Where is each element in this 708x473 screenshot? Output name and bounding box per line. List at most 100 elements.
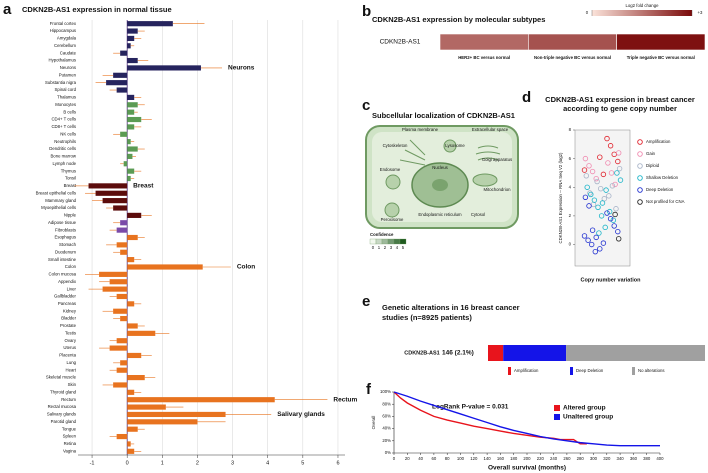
- confidence-label: 1: [378, 245, 381, 250]
- legend-label: Shallow Deletion: [646, 175, 679, 180]
- row-label: Breast epithelial cells: [36, 190, 76, 195]
- compartment-label: Cytosol: [471, 212, 485, 217]
- bar: [120, 360, 128, 366]
- point: [605, 160, 611, 166]
- compartment-label: Cytoskeleton: [383, 143, 408, 148]
- x-tick-label: 380: [643, 456, 651, 461]
- colorbar-tick-label: +3: [698, 10, 704, 15]
- x-tick-label: 240: [550, 456, 558, 461]
- row-label: Cerebellum: [54, 43, 76, 48]
- compartment-label: Endosome: [380, 167, 401, 172]
- point: [592, 248, 598, 255]
- bar: [127, 397, 275, 403]
- panel-letter: d: [522, 89, 531, 106]
- point: [582, 194, 589, 200]
- panel-title: Genetic alterations in 16 breast cancer: [382, 303, 520, 312]
- bar: [127, 264, 203, 270]
- y-tick-label: 0: [569, 242, 572, 247]
- legend-marker: [637, 187, 643, 193]
- colorbar-tick-label: 0: [586, 10, 589, 15]
- x-tick-label: 280: [577, 456, 585, 461]
- bar: [127, 419, 198, 425]
- bar: [102, 198, 128, 204]
- panel-letter: b: [362, 3, 371, 20]
- bar: [116, 242, 128, 248]
- compartment-label: Endoplasmic reticulum: [418, 212, 462, 217]
- row-label: Bone marrow: [50, 154, 76, 159]
- row-label: NK cells: [60, 131, 76, 136]
- row-label: Spinal cord: [55, 87, 77, 92]
- point: [589, 168, 596, 175]
- legend-label: Gain: [646, 151, 656, 156]
- point: [591, 197, 598, 203]
- row-label: Ovary: [65, 338, 77, 343]
- row-label: Liver: [67, 286, 77, 291]
- bar: [127, 411, 226, 418]
- row-label: Thalamus: [57, 95, 76, 100]
- row-label: Prostate: [60, 323, 77, 328]
- legend-marker: [637, 199, 643, 205]
- confidence-swatch: [381, 238, 389, 245]
- point: [606, 193, 612, 199]
- x-tick-label: 6: [336, 460, 339, 466]
- point: [584, 184, 590, 190]
- confidence-swatch: [375, 238, 383, 245]
- panel-letter: c: [362, 97, 370, 114]
- confidence-swatch: [399, 238, 407, 245]
- row-label: Myoepithelial cells: [41, 205, 76, 210]
- point: [609, 183, 616, 189]
- bar: [102, 286, 128, 292]
- bar: [113, 72, 128, 78]
- x-tick-label: 3: [231, 460, 234, 466]
- bar: [116, 293, 128, 300]
- legend-swatch: [570, 367, 573, 375]
- point: [613, 206, 619, 212]
- row-label: Monocytes: [55, 102, 76, 107]
- legend-marker: [637, 139, 643, 145]
- row-label: Placenta: [59, 353, 76, 358]
- point: [581, 167, 588, 173]
- row-label: Spleen: [63, 434, 77, 439]
- confidence-label: 4: [396, 245, 399, 250]
- annotation: LogRank P-value = 0.031: [432, 404, 509, 411]
- bar: [120, 316, 128, 322]
- bar: [116, 367, 128, 373]
- bar: [127, 28, 138, 34]
- x-tick-label: 20: [405, 456, 410, 461]
- x-axis-label: Overall survival (months): [488, 465, 566, 472]
- row-label: Duodenum: [55, 249, 76, 254]
- bar: [127, 375, 145, 381]
- x-tick-label: 0: [126, 460, 129, 466]
- y-tick-label: 80%: [382, 401, 391, 406]
- row-label: Adipose tissue: [48, 220, 77, 225]
- point: [615, 158, 621, 165]
- panel-letter: a: [3, 1, 12, 18]
- golgi: [475, 145, 501, 161]
- legend-label: Not profiled for CNA: [646, 199, 685, 204]
- bar: [127, 234, 138, 241]
- point: [587, 190, 593, 196]
- bar: [127, 448, 135, 454]
- x-tick-label: 80: [445, 456, 450, 461]
- bar: [127, 168, 135, 174]
- row-label: Testis: [65, 330, 76, 335]
- bar: [127, 404, 166, 410]
- point: [604, 135, 610, 142]
- row-label: CD4+ T cells: [51, 117, 76, 122]
- bar: [95, 190, 128, 196]
- point: [612, 181, 618, 188]
- row-label: Rectal mucosa: [48, 404, 77, 409]
- point: [586, 163, 592, 169]
- row-label: Lung: [66, 360, 76, 365]
- point: [585, 237, 591, 243]
- row-label: Mammary gland: [45, 198, 76, 203]
- bar: [127, 94, 135, 100]
- row-label: Putamen: [59, 72, 77, 77]
- point: [593, 234, 599, 241]
- row-label: Hippocampus: [50, 28, 76, 33]
- panel-title: Subcellular localization of CDKN2B-AS1: [372, 111, 515, 120]
- point: [600, 171, 607, 178]
- x-tick-label: 5: [301, 460, 304, 466]
- bar: [116, 338, 128, 344]
- heat-cell: [528, 33, 617, 51]
